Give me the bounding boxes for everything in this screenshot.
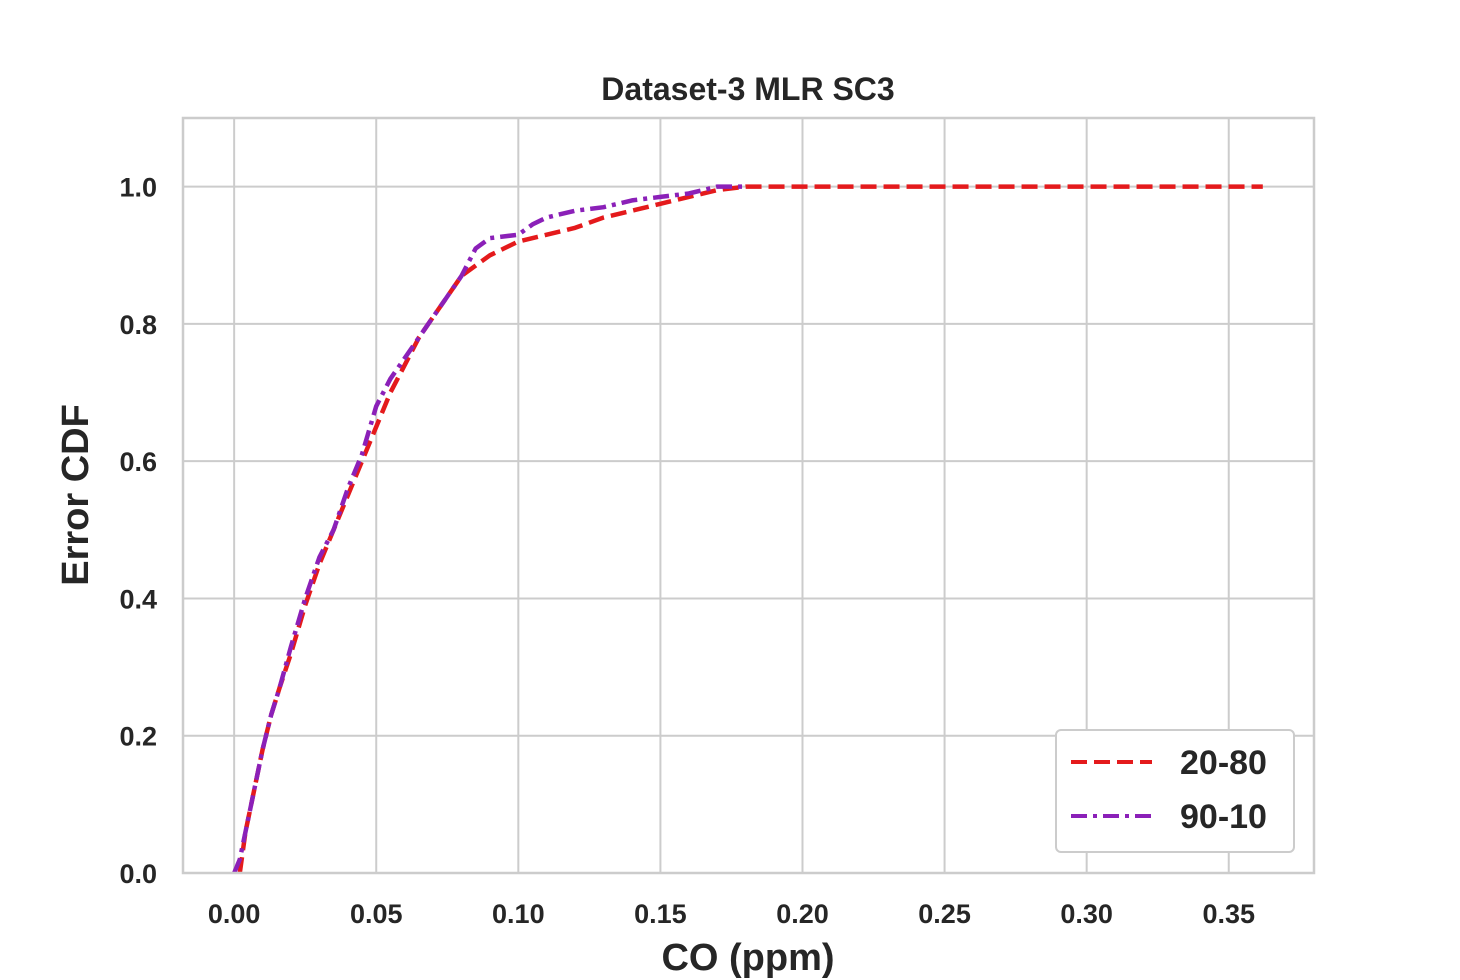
x-tick-label: 0.30: [1060, 899, 1113, 929]
x-tick-label: 0.05: [350, 899, 403, 929]
x-tick-label: 0.25: [918, 899, 971, 929]
y-tick-label: 0.6: [119, 447, 157, 477]
tick-labels: 0.00 0.05 0.10 0.15 0.20 0.25 0.30 0.35 0.0 0.2 0.…: [119, 173, 1255, 929]
y-axis-label: Error CDF: [55, 404, 97, 586]
x-axis-label: CO (ppm): [661, 937, 834, 979]
plot-frame: [181, 116, 1316, 875]
chart-title: Dataset-3 MLR SC3: [601, 71, 894, 107]
series-line-20-80: [237, 184, 1263, 874]
legend-label-90-10: 90-10: [1180, 798, 1267, 836]
series-layer: [232, 184, 1263, 874]
y-tick-label: 0.4: [119, 584, 157, 614]
y-tick-label: 0.8: [119, 310, 157, 340]
x-tick-label: 0.00: [208, 899, 261, 929]
legend-frame: [1055, 729, 1295, 853]
x-tick-label: 0.10: [492, 899, 545, 929]
series-line-90-10: [232, 184, 746, 874]
legend-label-20-80: 20-80: [1180, 744, 1267, 782]
legend: 20-80 90-10: [1055, 729, 1295, 853]
y-tick-label: 1.0: [119, 173, 157, 203]
x-tick-label: 0.15: [634, 899, 687, 929]
y-tick-label: 0.2: [119, 722, 157, 752]
y-tick-label: 0.0: [119, 859, 157, 889]
x-tick-label: 0.20: [776, 899, 829, 929]
x-tick-label: 0.35: [1202, 899, 1255, 929]
